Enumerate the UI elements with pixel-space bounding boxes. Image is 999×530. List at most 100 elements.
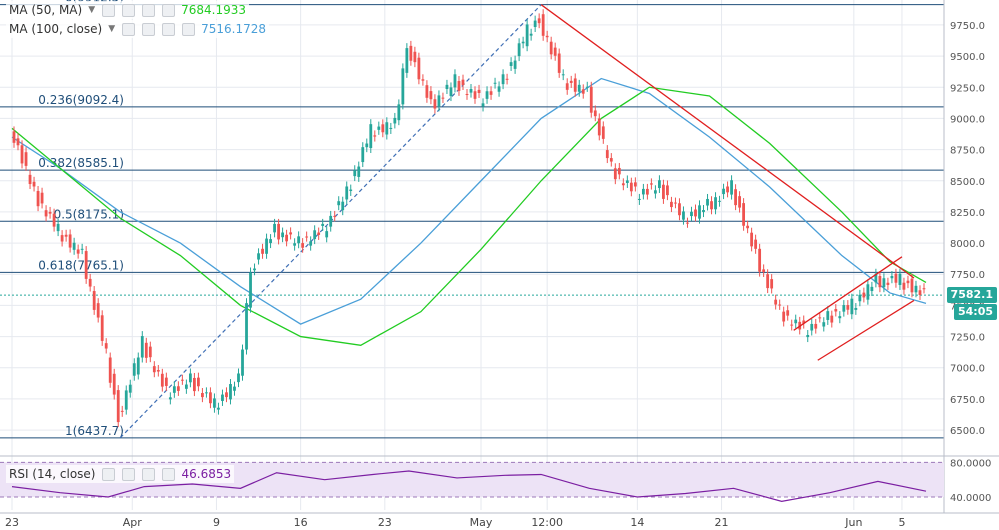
candle-body	[132, 363, 136, 376]
candle-body	[341, 201, 345, 211]
add-icon[interactable]	[142, 3, 156, 17]
y-tick-label: 9750.0	[950, 21, 985, 32]
settings-icon[interactable]	[122, 467, 136, 481]
candle-body	[176, 386, 180, 391]
trendlines[interactable]	[540, 4, 915, 361]
candle-body	[361, 147, 365, 163]
candle-body	[317, 232, 321, 235]
candle-body	[782, 311, 786, 322]
candle-body	[305, 236, 309, 238]
candle-body	[922, 288, 926, 290]
candle-body	[20, 145, 24, 164]
candle-body	[517, 43, 521, 57]
legend-ma50[interactable]: MA (50, MA) ▼ 7684.1933	[6, 1, 250, 19]
y-tick-label: 9500.0	[950, 52, 985, 63]
candle-body	[477, 89, 481, 93]
candle-body	[734, 189, 737, 206]
candle-body	[385, 122, 389, 135]
candle-body	[762, 269, 766, 273]
eye-icon[interactable]	[122, 22, 136, 36]
chevron-down-icon[interactable]: ▼	[108, 24, 116, 34]
add-icon[interactable]	[142, 467, 156, 481]
candle-body	[465, 93, 469, 95]
candle-body	[878, 275, 882, 288]
y-tick-label: 9250.0	[950, 83, 985, 94]
last-price-tag: 7582.1	[946, 287, 997, 304]
candle-body	[778, 304, 782, 306]
ma50-label: MA (50, MA)	[9, 3, 83, 17]
candle-body	[233, 386, 236, 391]
candle-body	[866, 284, 870, 300]
candle-body	[60, 235, 64, 242]
candle-body	[509, 62, 513, 66]
candle-body	[670, 201, 673, 208]
candle-body	[794, 319, 798, 324]
rsi-line	[11, 470, 927, 502]
settings-icon[interactable]	[142, 22, 156, 36]
candle-body	[80, 248, 84, 250]
candle-body	[349, 189, 353, 191]
price-axis[interactable]: 6500.06750.07000.07250.07500.07750.08000…	[943, 0, 985, 513]
close-icon[interactable]	[162, 3, 176, 17]
candle-body	[345, 186, 349, 200]
x-tick-label: May	[470, 516, 493, 529]
settings-icon[interactable]	[122, 3, 136, 17]
candle-body	[104, 343, 108, 349]
add-icon[interactable]	[162, 22, 176, 36]
y-tick-label: 7000.0	[950, 364, 985, 375]
candle-body	[88, 278, 92, 287]
candle-body	[525, 24, 529, 47]
x-tick-label: 23	[5, 516, 19, 529]
candle-body	[381, 124, 385, 133]
candle-body	[120, 410, 124, 412]
legend-ma100[interactable]: MA (100, close) ▼ 7516.1728	[6, 20, 270, 38]
candle-body	[285, 234, 289, 242]
candle-body	[870, 286, 874, 292]
candle-body	[329, 215, 333, 227]
ma100-value: 7516.1728	[201, 22, 267, 36]
candle-body	[722, 188, 725, 195]
candle-body	[529, 33, 533, 36]
candle-body	[918, 290, 922, 295]
candle-body	[164, 377, 168, 386]
candle-body	[281, 232, 284, 238]
candle-body	[641, 188, 645, 195]
candle-body	[96, 303, 100, 318]
candle-body	[128, 384, 132, 393]
x-tick-label: 9	[213, 516, 220, 529]
legend-rsi[interactable]: RSI (14, close) 46.6853	[6, 465, 235, 483]
chevron-down-icon[interactable]: ▼	[88, 5, 96, 15]
trendline-channel-upper	[793, 256, 903, 331]
x-tick-label: 16	[294, 516, 308, 529]
candle-body	[654, 190, 657, 194]
candle-body	[714, 197, 717, 210]
candle-body	[718, 200, 721, 202]
time-axis[interactable]: 23 Apr 9 16 23 May 12:00 14 21 Jun 5	[0, 512, 999, 529]
candle-body	[48, 211, 52, 214]
eye-icon[interactable]	[102, 3, 116, 17]
candle-body	[662, 184, 665, 199]
candle-body	[457, 81, 461, 91]
candle-body	[72, 242, 76, 250]
candle-body	[369, 124, 373, 149]
candle-body	[273, 223, 276, 233]
close-icon[interactable]	[182, 22, 196, 36]
candle-body	[493, 82, 497, 84]
close-icon[interactable]	[162, 467, 176, 481]
candle-body	[710, 201, 713, 210]
candle-body	[746, 225, 750, 229]
candle-body	[241, 349, 244, 376]
candle-body	[429, 91, 433, 100]
candle-body	[842, 305, 846, 312]
eye-icon[interactable]	[102, 467, 116, 481]
candle-body	[505, 78, 509, 80]
candle-body	[297, 236, 301, 244]
candle-body	[698, 205, 701, 219]
candle-body	[293, 243, 297, 246]
ma100-line	[11, 77, 927, 325]
x-tick-label: 21	[715, 516, 729, 529]
candle-body	[301, 243, 305, 248]
x-tick-label: 12:00	[531, 516, 563, 529]
candle-body	[453, 74, 457, 88]
